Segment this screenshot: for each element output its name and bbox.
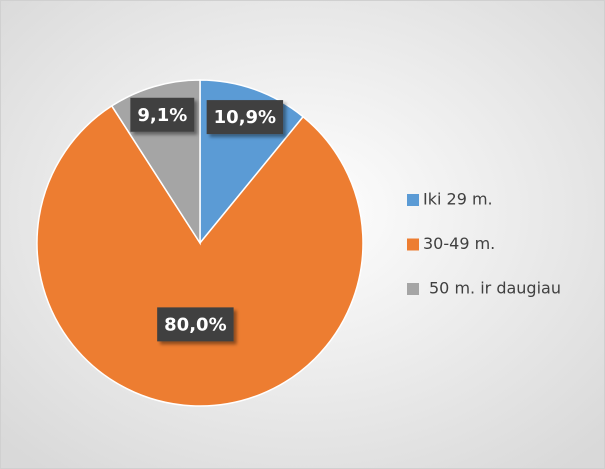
pie-slice — [36, 104, 364, 407]
legend-label: Iki 29 m. — [423, 190, 493, 209]
data-label-text: 10,9% — [214, 107, 276, 128]
legend-label: 50 m. ir daugiau — [429, 279, 561, 298]
legend-swatch — [407, 194, 419, 206]
legend-swatch — [407, 238, 419, 251]
data-label-box — [206, 100, 284, 135]
data-label: 10,9% — [206, 100, 284, 135]
data-label: 9,1% — [130, 97, 195, 132]
legend-label: 30-49 m. — [423, 234, 495, 253]
legend-swatch — [407, 283, 419, 295]
data-label-text: 9,1% — [137, 105, 187, 126]
data-label: 80,0% — [157, 307, 234, 342]
data-label-box — [130, 97, 195, 132]
data-label-text: 80,0% — [164, 314, 226, 335]
data-label-box — [157, 307, 234, 342]
